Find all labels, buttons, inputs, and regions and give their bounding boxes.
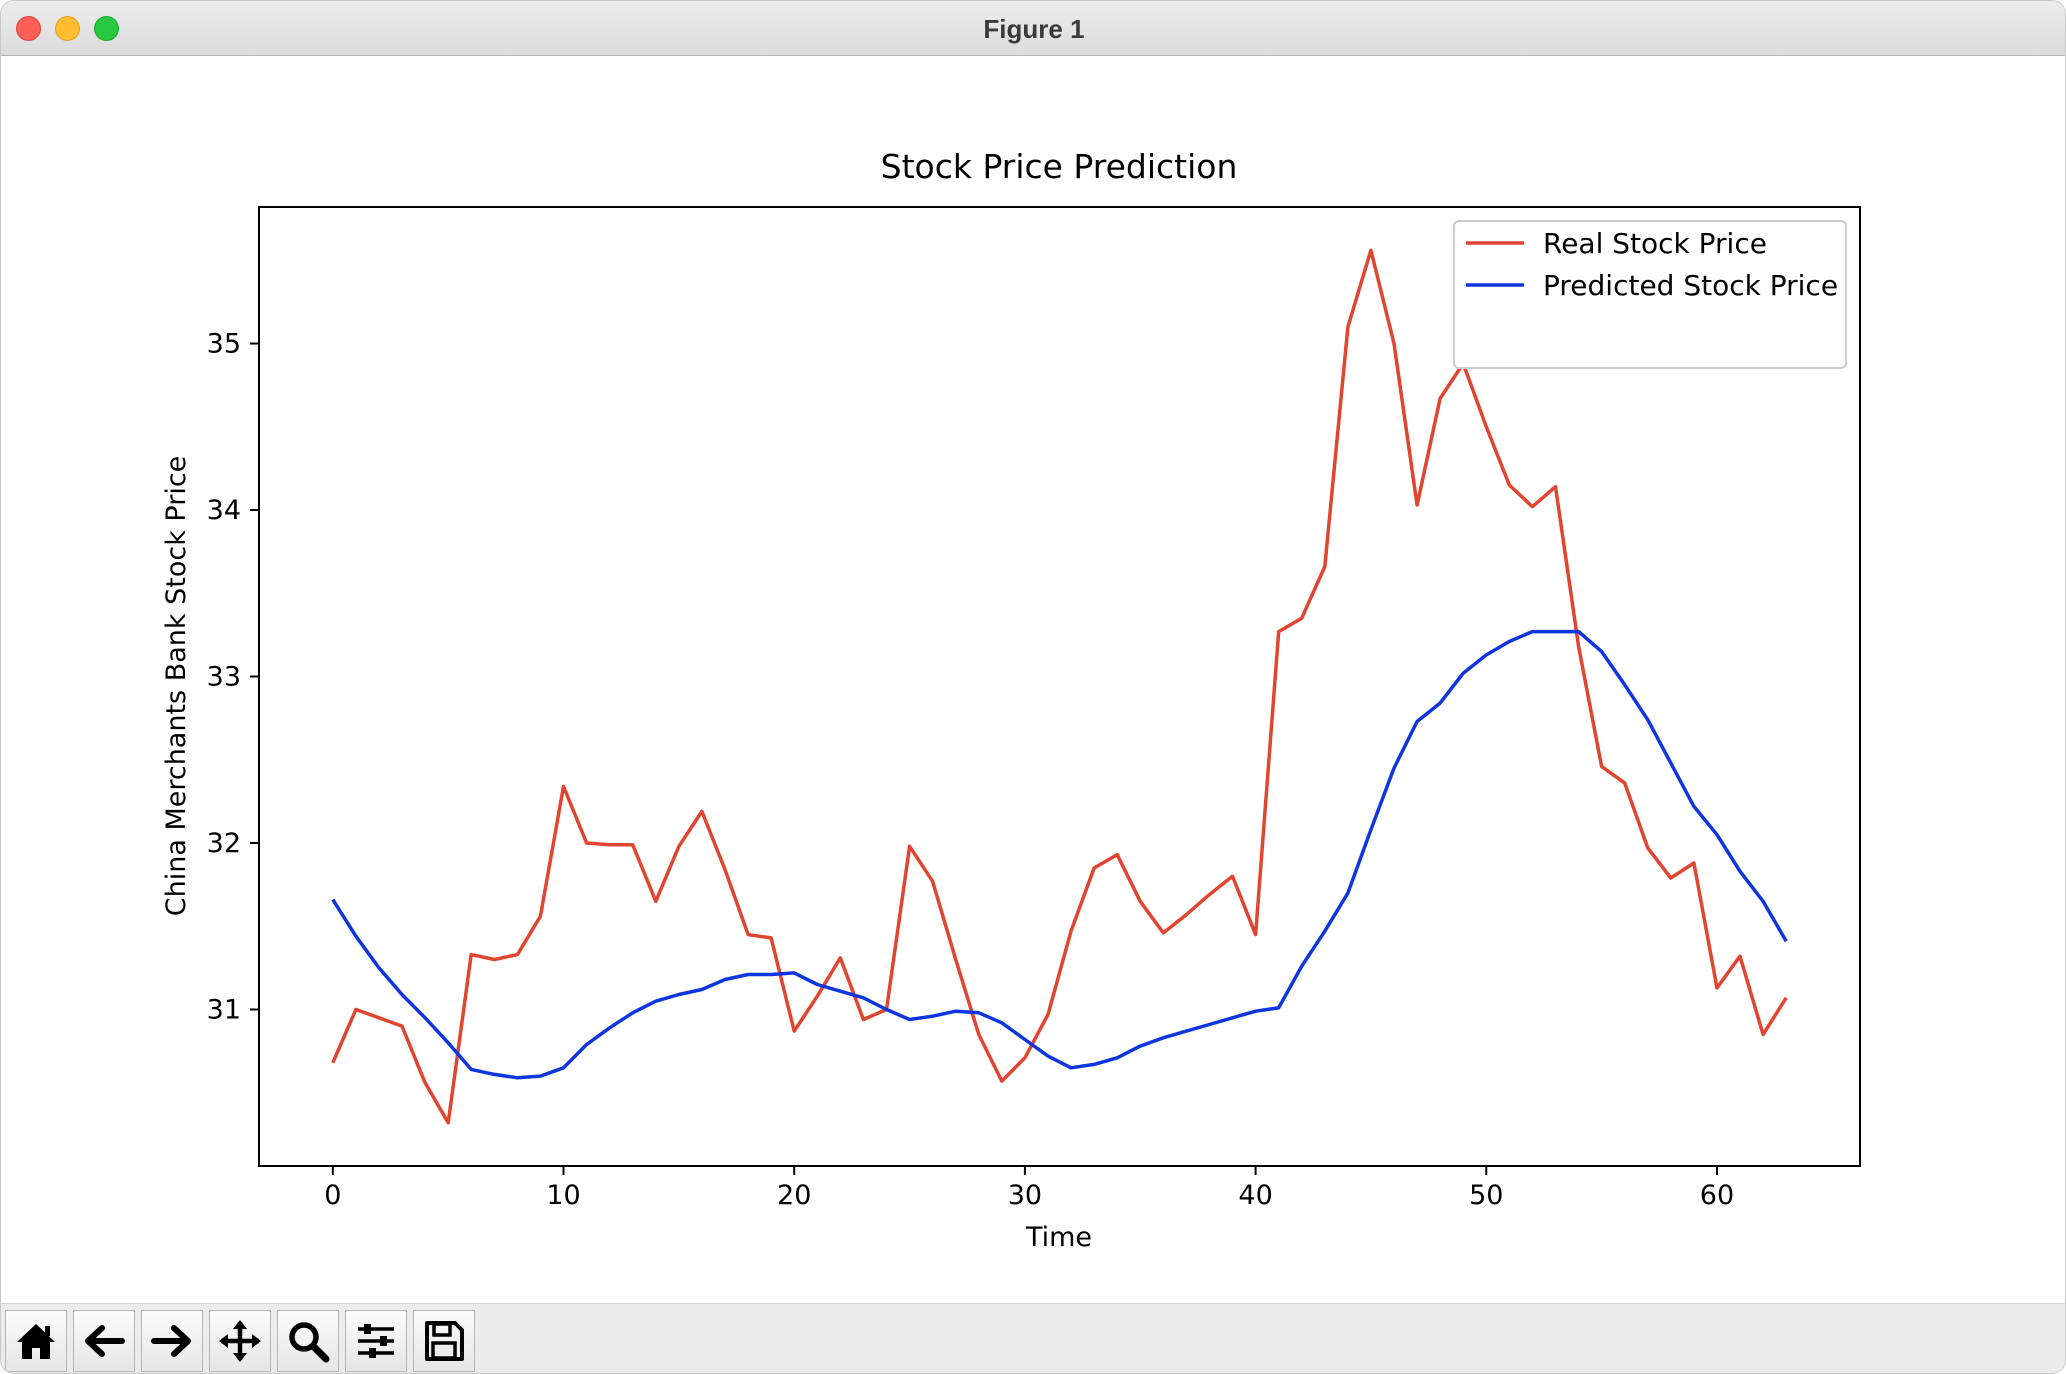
configure-subplots-button[interactable] [345, 1310, 407, 1372]
navigation-toolbar [1, 1303, 2065, 1373]
legend-real-label: Real Stock Price [1543, 227, 1767, 260]
window-titlebar: Figure 1 [1, 1, 2065, 56]
y-tick-label: 32 [207, 828, 241, 859]
back-button[interactable] [73, 1310, 135, 1372]
figure-canvas: Stock Price Prediction 0 10 20 30 40 50 60 31 32… [1, 56, 2065, 1301]
x-tick-label: 60 [1700, 1180, 1734, 1211]
plot-area: 0 10 20 30 40 50 60 31 32 33 34 35 [207, 206, 1861, 1211]
y-tick-label: 33 [207, 662, 241, 693]
configure-subplots-icon [358, 1324, 394, 1358]
legend-predicted-label: Predicted Stock Price [1543, 269, 1838, 302]
forward-button[interactable] [141, 1310, 203, 1372]
legend: Real Stock Price Predicted Stock Price [1453, 220, 1847, 369]
y-tick-label: 35 [207, 329, 241, 360]
zoom-button[interactable] [277, 1310, 339, 1372]
close-window-button[interactable] [16, 16, 41, 41]
x-axis-label: Time [1025, 1222, 1092, 1253]
save-floppy-icon [425, 1321, 464, 1361]
zoom-magnifier-icon [289, 1322, 330, 1363]
minimize-window-button[interactable] [55, 16, 80, 41]
save-button[interactable] [413, 1310, 475, 1372]
real-price-line [331, 248, 1788, 1125]
forward-arrow-icon [151, 1325, 191, 1357]
x-tick-label: 40 [1238, 1180, 1272, 1211]
x-tick-label: 0 [324, 1180, 341, 1211]
axes-frame [258, 206, 1861, 1167]
chart-title: Stock Price Prediction [881, 147, 1238, 186]
line-chart: Stock Price Prediction 0 10 20 30 40 50 60 31 32… [161, 147, 1861, 1253]
x-tick-label: 20 [777, 1180, 811, 1211]
home-button[interactable] [5, 1310, 67, 1372]
y-tick-label: 34 [207, 495, 241, 526]
window-title: Figure 1 [983, 14, 1085, 44]
pan-move-icon [219, 1320, 261, 1362]
predicted-price-line [331, 629, 1788, 1080]
pan-button[interactable] [209, 1310, 271, 1372]
y-axis-label: China Merchants Bank Stock Price [161, 456, 192, 917]
x-tick-label: 50 [1469, 1180, 1503, 1211]
x-tick-label: 30 [1008, 1180, 1042, 1211]
home-icon [17, 1324, 55, 1359]
y-tick-label: 31 [207, 994, 241, 1025]
maximize-window-button[interactable] [94, 16, 119, 41]
back-arrow-icon [85, 1325, 125, 1357]
legend-box [1453, 220, 1847, 369]
x-tick-label: 10 [546, 1180, 580, 1211]
